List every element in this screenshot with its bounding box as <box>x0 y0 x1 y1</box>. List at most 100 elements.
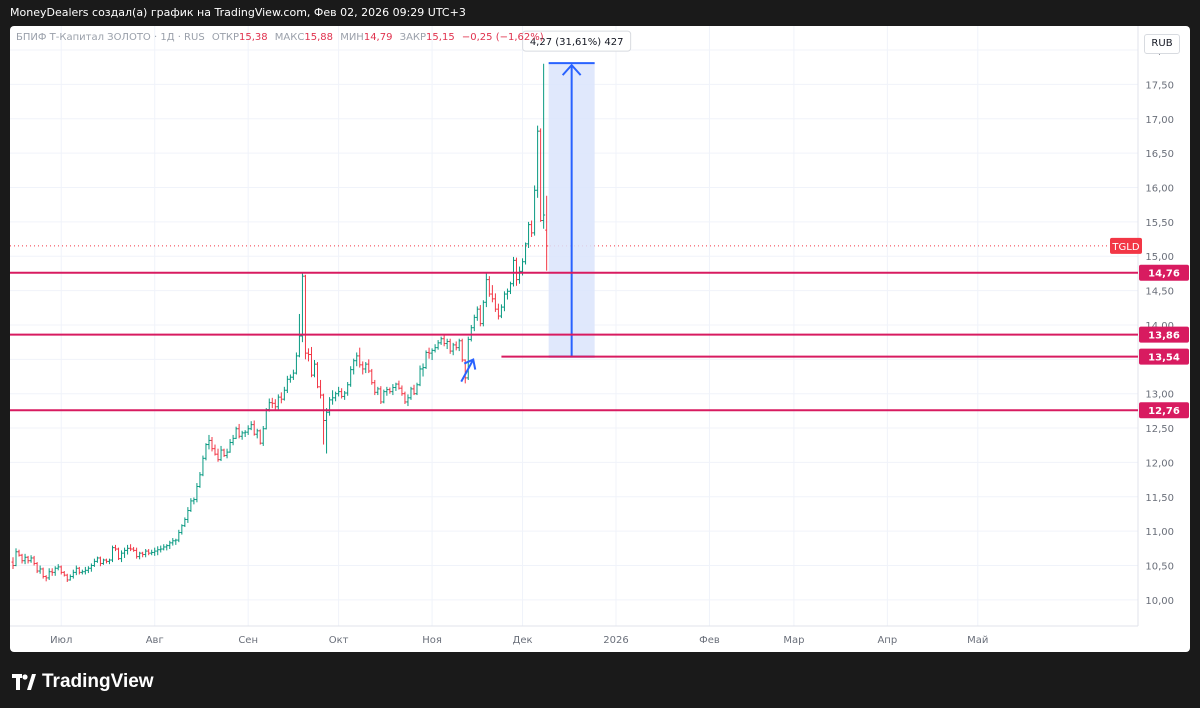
ohlc-bar <box>313 360 316 378</box>
y-tick-label: 11,50 <box>1145 493 1174 504</box>
x-tick-label: Июл <box>50 635 72 646</box>
ohlc-bar <box>279 392 283 404</box>
ohlc-bar <box>433 344 437 353</box>
level-price-label: 12,76 <box>1148 406 1180 417</box>
ohlc-bar <box>114 544 118 552</box>
ohlc-bar <box>533 185 537 236</box>
ohlc-bar <box>319 379 323 399</box>
ohlc-bar <box>454 341 458 351</box>
ohlc-bar <box>316 362 320 389</box>
ohlc-bar <box>376 386 380 396</box>
ohlc-bar <box>210 436 214 452</box>
ticker-label: TGLD <box>1111 242 1139 253</box>
price-chart[interactable]: 10,0010,5011,0011,5012,0012,5013,0013,50… <box>10 26 1190 652</box>
ohlc-bar <box>174 538 178 545</box>
ohlc-bar <box>297 313 301 358</box>
level-price-label: 14,76 <box>1148 269 1180 280</box>
ohlc-bar <box>539 128 543 222</box>
ohlc-bar <box>451 342 455 356</box>
ohlc-bar <box>183 517 187 528</box>
ohlc-bar <box>496 303 500 320</box>
instrument-name: БПИФ Т-Капитал ЗОЛОТО · 1Д · RUS <box>16 32 205 43</box>
tradingview-logo-icon <box>12 673 36 690</box>
ohlc-bar <box>159 545 163 553</box>
ohlc-bar <box>168 540 172 550</box>
ohlc-bar <box>478 305 482 327</box>
y-tick-label: 17,50 <box>1145 80 1174 91</box>
y-tick-label: 10,00 <box>1145 596 1174 607</box>
ohlc-bar <box>11 557 15 569</box>
ohlc-bar <box>71 569 75 579</box>
ohlc-bar <box>237 423 241 439</box>
ohlc-bar <box>258 429 262 445</box>
ohlc-bar <box>490 285 494 303</box>
ohlc-bar <box>352 358 356 375</box>
ohlc-bar <box>346 382 350 396</box>
y-tick-label: 10,50 <box>1145 562 1174 573</box>
ohlc-bar <box>80 569 84 575</box>
ohlc-bar <box>481 300 485 327</box>
ohlc-bar <box>391 384 395 396</box>
ohlc-bar <box>518 266 522 284</box>
currency-button[interactable]: RUB <box>1144 34 1180 54</box>
low-label: МИН <box>340 32 364 43</box>
ohlc-bar <box>445 338 449 350</box>
ohlc-bar <box>126 544 130 555</box>
ohlc-bar <box>47 568 51 580</box>
ohlc-bar <box>83 566 87 575</box>
ohlc-bar <box>294 352 298 375</box>
y-tick-label: 13,00 <box>1145 390 1174 401</box>
tradingview-logo[interactable]: TradingView <box>12 671 154 693</box>
ohlc-bar <box>421 363 425 377</box>
ohlc-bar <box>379 386 383 405</box>
ohlc-bar <box>340 388 344 399</box>
ohlc-bar <box>228 439 232 453</box>
chart-panel[interactable]: 10,0010,5011,0011,5012,0012,5013,0013,50… <box>10 26 1190 652</box>
ohlc-bar <box>249 421 253 431</box>
open-value: 15,38 <box>238 32 268 43</box>
ohlc-bar <box>361 361 365 375</box>
ohlc-bar <box>110 545 114 563</box>
ohlc-bar <box>508 281 512 295</box>
y-tick-label: 14,50 <box>1145 287 1174 298</box>
ohlc-bar <box>306 348 310 362</box>
x-tick-label: Май <box>967 635 988 646</box>
level-price-tag <box>1139 264 1189 281</box>
ohlc-bar <box>400 385 404 396</box>
high-label: МАКС <box>274 32 305 43</box>
change-value: −0,25 (−1,62%) <box>461 32 544 43</box>
ohlc-bar <box>189 498 193 512</box>
x-tick-label: Дек <box>513 635 533 646</box>
ohlc-bar <box>288 374 292 383</box>
ohlc-bar <box>252 420 256 436</box>
ohlc-bar <box>448 338 452 354</box>
ohlc-bar <box>147 549 151 556</box>
ohlc-bar <box>527 221 531 248</box>
ohlc-bar <box>95 556 99 563</box>
ohlc-bar <box>77 566 81 575</box>
ohlc-bar <box>300 272 304 343</box>
ohlc-bar <box>487 276 491 297</box>
ohlc-bar <box>370 368 374 385</box>
ohlc-bar <box>59 565 63 575</box>
ohlc-bar <box>53 566 57 576</box>
ohlc-bar <box>469 324 473 342</box>
ohlc-bar <box>107 558 111 565</box>
ohlc-bar <box>89 563 93 572</box>
ohlc-bar <box>62 571 66 577</box>
ohlc-bar <box>201 455 205 477</box>
y-tick-label: 15,50 <box>1145 218 1174 229</box>
x-tick-label: Окт <box>329 635 349 646</box>
ohlc-bar <box>530 220 534 237</box>
ohlc-bar <box>68 574 72 581</box>
ohlc-bar <box>505 288 509 300</box>
ohlc-bar <box>135 547 139 559</box>
ohlc-bar <box>216 448 220 462</box>
ohlc-bar <box>466 336 470 380</box>
ohlc-bar <box>403 391 407 405</box>
level-price-tag <box>1139 326 1189 343</box>
ohlc-bar <box>192 497 196 505</box>
ohlc-bar <box>309 346 313 378</box>
ohlc-bar <box>406 394 410 407</box>
symbol-legend: БПИФ Т-Капитал ЗОЛОТО · 1Д · RUS ОТКР15,… <box>16 32 544 43</box>
